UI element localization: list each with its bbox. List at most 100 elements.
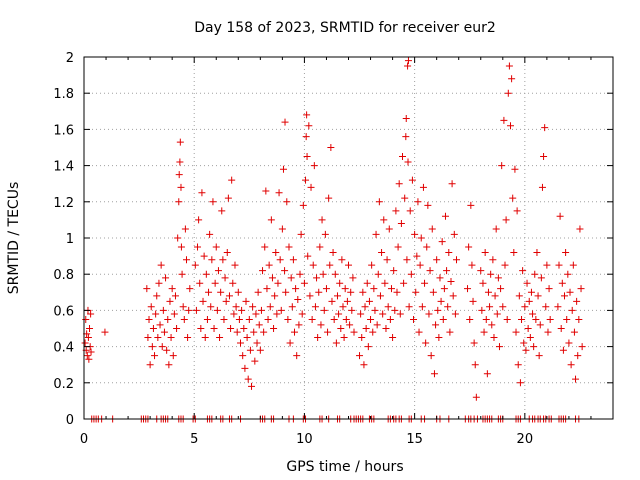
data-point xyxy=(254,288,262,296)
data-point xyxy=(87,348,95,356)
data-point xyxy=(429,288,437,296)
data-point xyxy=(251,357,259,365)
data-point xyxy=(223,248,231,256)
data-point xyxy=(289,256,297,264)
data-point xyxy=(532,315,540,323)
data-point xyxy=(402,115,410,123)
chart-title: Day 158 of 2023, SRMTID for receiver eur… xyxy=(194,20,496,36)
data-point xyxy=(576,225,584,233)
data-point xyxy=(562,248,570,256)
data-point xyxy=(561,292,569,300)
data-point xyxy=(302,176,310,184)
y-tick-label: 0.2 xyxy=(53,377,74,392)
data-point xyxy=(268,274,276,282)
data-point xyxy=(152,310,160,318)
data-point xyxy=(513,207,521,215)
data-point xyxy=(569,261,577,269)
data-point xyxy=(396,310,404,318)
data-point xyxy=(368,261,376,269)
data-point xyxy=(529,310,537,318)
data-point xyxy=(331,270,339,278)
data-point xyxy=(314,334,322,342)
data-point xyxy=(246,346,254,354)
data-point xyxy=(185,306,193,314)
data-point xyxy=(501,261,509,269)
data-point xyxy=(236,339,244,347)
data-point xyxy=(263,285,271,293)
data-point xyxy=(198,189,206,197)
data-point xyxy=(574,352,582,360)
data-point xyxy=(464,285,472,293)
data-point xyxy=(468,261,476,269)
data-point xyxy=(167,334,175,342)
data-point xyxy=(271,292,279,300)
data-point xyxy=(565,339,573,347)
data-point xyxy=(242,297,250,305)
data-point xyxy=(404,57,412,65)
data-point xyxy=(340,334,348,342)
data-point xyxy=(281,118,289,126)
x-axis-label: GPS time / hours xyxy=(286,459,403,475)
data-point xyxy=(166,297,174,305)
data-point xyxy=(564,270,572,278)
data-point xyxy=(149,325,157,332)
data-point xyxy=(84,334,92,342)
data-point xyxy=(495,343,503,351)
data-point xyxy=(218,207,226,215)
data-point xyxy=(178,270,186,278)
data-point xyxy=(308,315,316,323)
data-point xyxy=(563,315,571,323)
data-point xyxy=(155,279,163,287)
data-point xyxy=(430,370,438,378)
data-point xyxy=(428,225,436,233)
data-point xyxy=(480,328,488,336)
data-point xyxy=(527,288,535,296)
data-point xyxy=(436,274,444,282)
data-point xyxy=(372,230,380,238)
data-point xyxy=(292,285,300,293)
data-point xyxy=(309,261,317,269)
data-point xyxy=(290,328,298,336)
y-tick-label: 0.4 xyxy=(53,341,74,356)
data-point xyxy=(554,303,562,311)
data-point xyxy=(145,315,153,323)
data-point xyxy=(347,288,355,296)
data-point xyxy=(412,288,420,296)
data-point xyxy=(159,306,167,314)
data-point xyxy=(222,297,230,305)
data-point xyxy=(526,334,534,342)
data-point xyxy=(250,328,258,336)
data-point xyxy=(556,212,564,220)
data-point xyxy=(383,256,391,264)
data-point xyxy=(324,328,332,336)
data-point xyxy=(535,352,543,360)
data-point xyxy=(363,279,371,287)
data-point xyxy=(450,230,458,238)
y-tick-label: 1 xyxy=(66,232,74,247)
data-point xyxy=(568,306,576,314)
data-point xyxy=(248,382,256,390)
data-point xyxy=(447,277,455,285)
data-point xyxy=(168,285,176,293)
data-point xyxy=(411,230,419,238)
data-point xyxy=(322,285,330,293)
data-point xyxy=(493,310,501,318)
data-point xyxy=(437,297,445,305)
data-point xyxy=(541,124,549,132)
data-point xyxy=(175,198,183,206)
data-point xyxy=(542,303,550,311)
data-point xyxy=(407,270,415,278)
data-point xyxy=(387,285,395,293)
data-point xyxy=(337,325,345,332)
y-tick-label: 1.6 xyxy=(53,123,74,138)
data-point xyxy=(421,279,429,287)
data-point xyxy=(191,261,199,269)
data-point xyxy=(530,343,538,351)
data-point xyxy=(536,321,544,329)
data-point xyxy=(441,212,449,220)
data-point xyxy=(577,285,585,293)
data-point xyxy=(146,361,154,369)
data-point xyxy=(298,310,306,318)
data-point xyxy=(163,346,171,354)
data-point xyxy=(272,248,280,256)
